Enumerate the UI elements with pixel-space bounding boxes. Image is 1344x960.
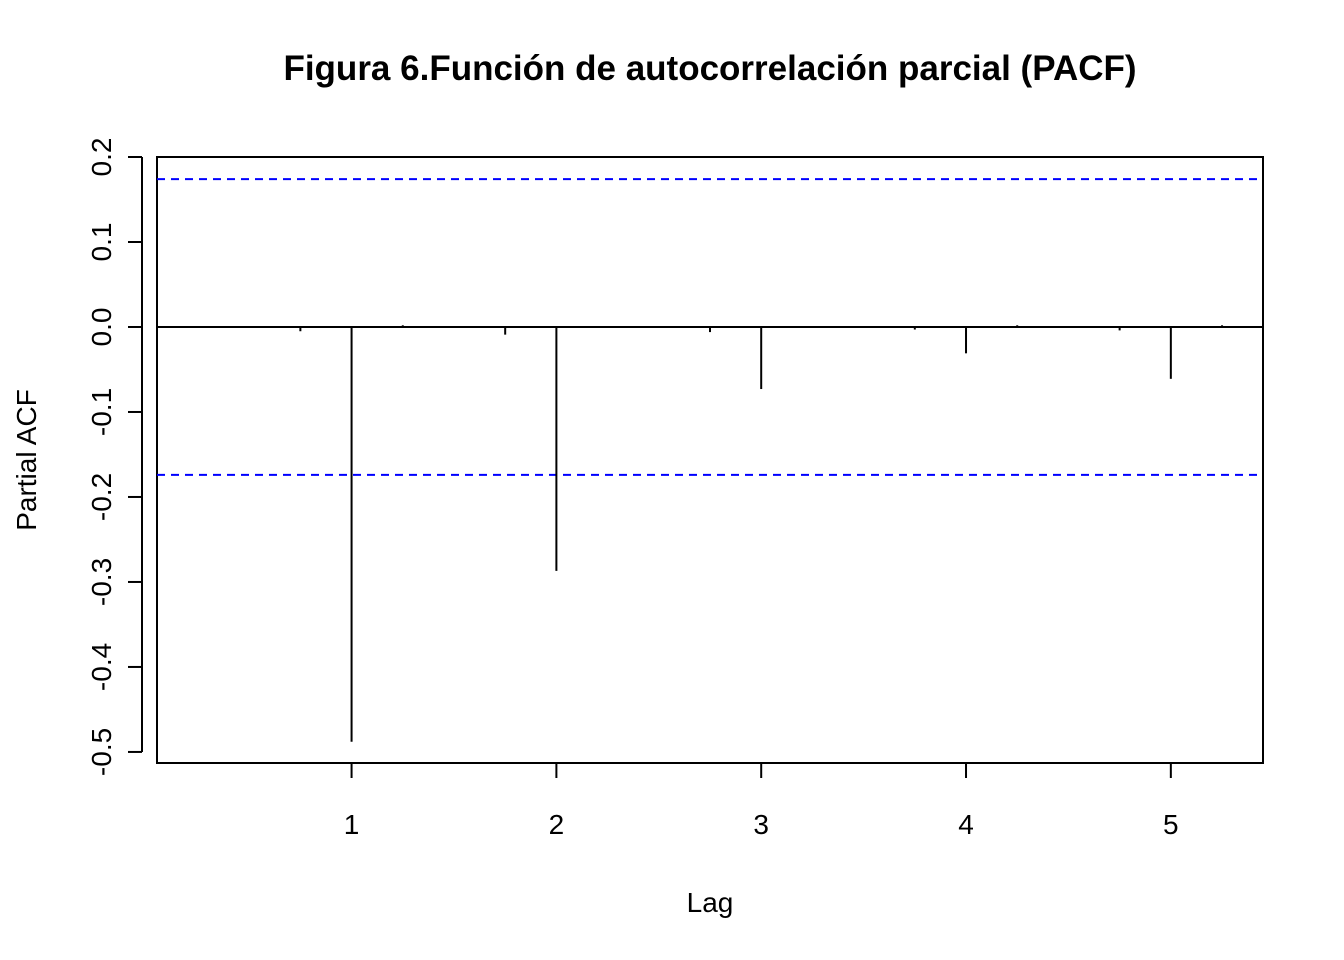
y-tick-label: -0.5 [86,728,117,776]
y-axis-label: Partial ACF [11,389,42,531]
x-axis: 1 2 3 4 5 [344,762,1179,840]
x-tick-label: 4 [958,809,974,840]
y-tick-label: -0.3 [86,558,117,606]
confidence-bands [157,178,1263,476]
y-tick-label: 0.2 [86,138,117,177]
x-tick-label: 3 [753,809,769,840]
y-tick-label: -0.4 [86,643,117,691]
x-tick-label: 1 [344,809,360,840]
y-tick-label: 0.1 [86,223,117,262]
plot-frame [156,156,1264,764]
x-axis-label: Lag [687,887,734,918]
x-tick-label: 2 [549,809,565,840]
pacf-spikes [299,325,1224,742]
y-axis: -0.5 -0.4 -0.3 -0.2 -0.1 0.0 0.1 0.2 [86,138,143,776]
x-tick-label: 5 [1163,809,1179,840]
y-tick-label: 0.0 [86,308,117,347]
chart-title: Figura 6.Función de autocorrelación parc… [283,49,1136,88]
y-tick-label: -0.1 [86,388,117,436]
y-tick-label: -0.2 [86,473,117,521]
